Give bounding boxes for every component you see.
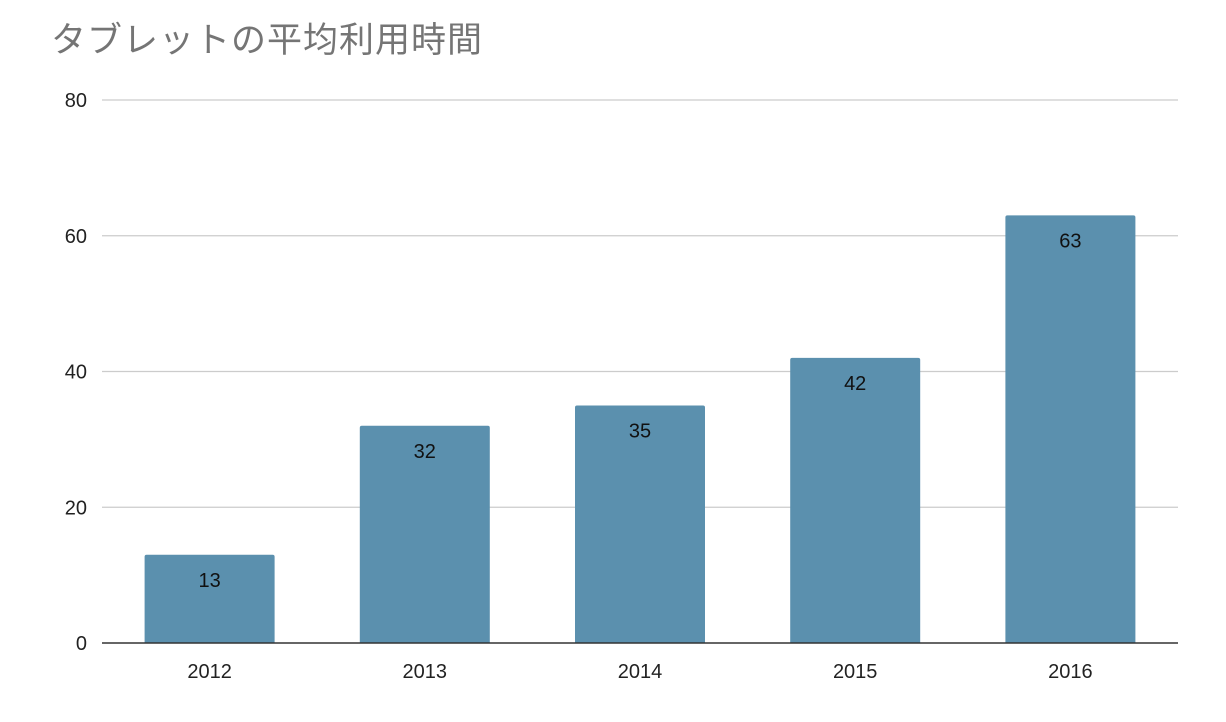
x-tick-label: 2015 — [833, 661, 878, 683]
data-label: 32 — [414, 441, 436, 463]
bar-2013 — [359, 425, 490, 643]
bar-2015 — [790, 357, 921, 643]
data-label: 63 — [1059, 230, 1081, 252]
data-label: 35 — [629, 420, 651, 442]
bars — [144, 215, 1136, 643]
chart-title: タブレットの平均利用時間 — [51, 21, 484, 61]
y-tick-label: 80 — [65, 90, 87, 112]
axes: 0 20 40 60 80 2012 2013 2014 2015 2016 — [65, 90, 1178, 683]
bar-2012 — [144, 554, 275, 643]
x-tick-label: 2012 — [187, 661, 232, 683]
x-tick-label: 2013 — [403, 661, 448, 683]
data-label: 42 — [844, 373, 866, 395]
gridlines — [102, 99, 1178, 508]
data-labels: 13 32 35 42 63 — [198, 230, 1081, 591]
y-tick-label: 40 — [65, 362, 87, 384]
bar-2014 — [575, 405, 705, 643]
bar-2016 — [1005, 215, 1136, 643]
x-tick-label: 2016 — [1048, 661, 1093, 683]
data-label: 13 — [198, 570, 220, 592]
x-tick-label: 2014 — [618, 661, 663, 683]
y-tick-label: 20 — [65, 497, 87, 519]
y-tick-label: 60 — [65, 226, 87, 248]
y-tick-label: 0 — [76, 633, 87, 655]
